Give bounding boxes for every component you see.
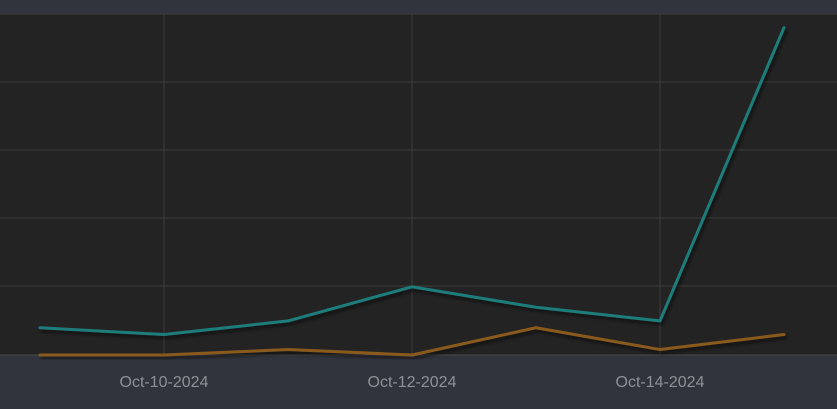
series-group xyxy=(38,26,786,357)
x-tick-label: Oct-12-2024 xyxy=(368,374,457,391)
series-line-1 xyxy=(38,26,786,337)
x-tick-label: Oct-10-2024 xyxy=(120,374,209,391)
x-axis-ticks: Oct-10-2024 Oct-12-2024 Oct-14-2024 xyxy=(120,374,705,391)
plot-area xyxy=(0,14,837,355)
series-line-2 xyxy=(38,326,786,357)
x-tick-label: Oct-14-2024 xyxy=(616,374,705,391)
